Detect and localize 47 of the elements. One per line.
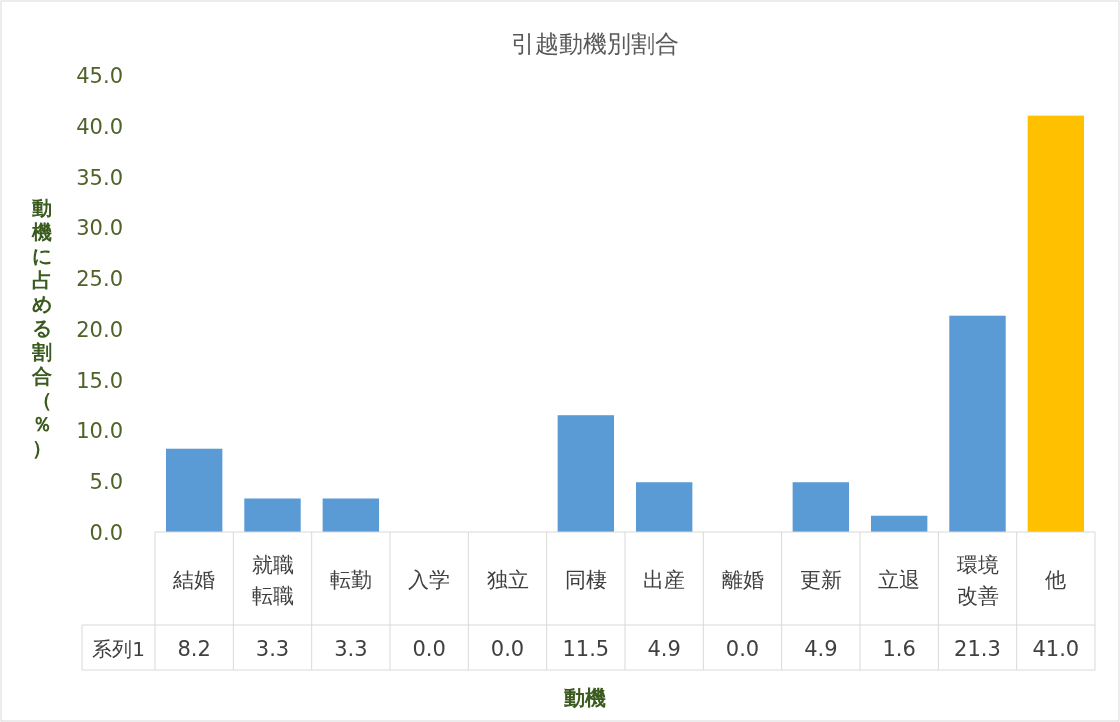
data-label: 4.9 — [647, 636, 681, 661]
bar — [165, 448, 223, 532]
text: 系列1 — [92, 636, 145, 661]
y-tick-label: 20.0 — [76, 317, 123, 342]
x-tick-label: 環境改善 — [956, 552, 999, 608]
y-tick-label: 10.0 — [76, 419, 123, 444]
y-tick-label: 5.0 — [89, 470, 123, 495]
x-tick-label: 立退 — [878, 567, 921, 592]
x-tick-label: 出産 — [643, 567, 686, 592]
x-tick-label: 離婚 — [721, 567, 764, 592]
bar — [949, 315, 1006, 532]
y-tick-label: 35.0 — [76, 165, 123, 190]
bar — [1027, 115, 1085, 532]
bar — [557, 415, 615, 532]
x-tick-label: 入学 — [408, 567, 451, 592]
bar — [322, 498, 380, 532]
text: 動機に占める割合（％） — [32, 196, 52, 460]
y-tick-label: 15.0 — [76, 368, 123, 393]
data-label: 0.0 — [412, 636, 446, 661]
y-tick-label: 0.0 — [89, 521, 123, 545]
data-label: 41.0 — [1032, 636, 1080, 661]
y-tick-label: 25.0 — [76, 267, 123, 292]
x-tick-label: 転勤 — [329, 567, 372, 592]
y-tick-label: 30.0 — [76, 216, 123, 241]
x-tick-label: 結婚 — [172, 567, 216, 592]
data-label: 4.9 — [804, 636, 838, 661]
x-tick-label: 就職転職 — [251, 552, 294, 608]
data-label: 1.6 — [882, 636, 916, 661]
x-tick-label: 独立 — [486, 567, 529, 592]
data-label: 11.5 — [562, 636, 610, 661]
x-tick-label: 同棲 — [564, 567, 607, 592]
data-label: 3.3 — [255, 636, 290, 661]
bar — [792, 482, 850, 532]
data-label: 8.2 — [177, 636, 211, 661]
chart-title: 引越動機別割合 — [511, 30, 679, 58]
y-tick-label: 45.0 — [76, 64, 123, 88]
bar — [244, 498, 301, 532]
bar — [870, 515, 928, 532]
data-label: 3.3 — [334, 636, 368, 661]
data-label: 0.0 — [725, 636, 760, 661]
data-label: 0.0 — [490, 636, 525, 661]
x-tick-label: 更新 — [799, 567, 842, 592]
bar — [635, 482, 693, 532]
x-tick-label: 他 — [1045, 567, 1067, 592]
data-label: 21.3 — [954, 636, 1001, 661]
y-tick-label: 40.0 — [76, 114, 123, 139]
x-axis-title: 動機 — [563, 686, 606, 710]
